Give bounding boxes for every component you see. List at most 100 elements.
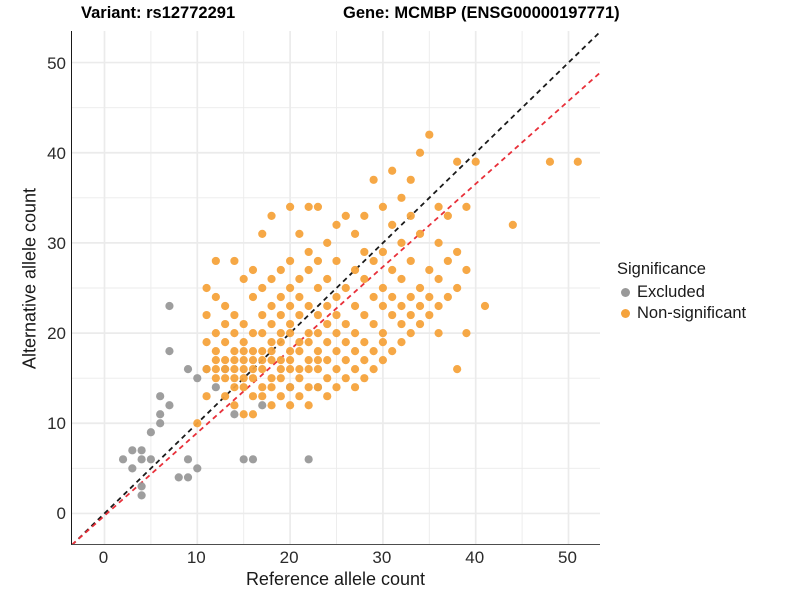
- data-point: [462, 202, 471, 211]
- data-point: [545, 157, 555, 166]
- data-point: [285, 256, 295, 266]
- data-point: [341, 374, 350, 383]
- data-point: [332, 383, 341, 392]
- data-point: [239, 356, 248, 365]
- data-point: [165, 401, 174, 410]
- data-point: [230, 256, 239, 266]
- data-point: [462, 265, 471, 275]
- data-point: [276, 338, 285, 347]
- data-point: [453, 283, 462, 293]
- data-point: [202, 338, 211, 347]
- data-point: [397, 274, 406, 284]
- data-point: [295, 274, 304, 284]
- data-point: [239, 274, 248, 284]
- data-point: [230, 356, 239, 365]
- data-point: [369, 347, 378, 356]
- data-point: [128, 464, 137, 473]
- data-point: [230, 410, 239, 419]
- data-point: [239, 338, 248, 347]
- legend-item-non-significant[interactable]: Non-significant: [617, 303, 797, 324]
- data-point: [285, 383, 295, 392]
- data-point: [258, 347, 267, 356]
- data-point: [248, 265, 258, 275]
- data-point: [221, 365, 230, 374]
- data-point: [378, 356, 388, 365]
- data-point: [378, 301, 388, 311]
- data-point: [267, 319, 276, 329]
- data-point: [453, 247, 462, 257]
- data-point: [360, 338, 369, 347]
- data-point: [304, 202, 313, 211]
- y-tick-label: 0: [56, 504, 66, 524]
- x-tick-label: 0: [98, 548, 109, 567]
- legend-items: Excluded Non-significant: [617, 282, 797, 324]
- data-point: [258, 401, 267, 410]
- legend-item-excluded[interactable]: Excluded: [617, 282, 797, 303]
- plot-panel: [71, 31, 600, 545]
- data-point: [304, 247, 313, 257]
- data-point: [248, 292, 258, 302]
- data-point: [369, 175, 378, 184]
- data-point: [350, 383, 360, 392]
- data-point: [230, 365, 239, 374]
- data-point: [295, 392, 304, 401]
- data-point: [211, 292, 220, 302]
- data-point: [295, 310, 304, 320]
- data-point: [267, 356, 276, 365]
- data-point: [128, 446, 137, 455]
- data-point: [397, 238, 406, 248]
- data-point: [313, 365, 323, 374]
- data-point: [295, 365, 304, 374]
- data-point: [267, 374, 276, 383]
- data-point: [285, 365, 295, 374]
- data-point: [211, 347, 220, 356]
- data-point: [406, 175, 415, 184]
- data-point: [221, 319, 230, 329]
- legend-title: Significance: [617, 260, 706, 278]
- data-point: [406, 328, 415, 338]
- data-point: [137, 455, 146, 464]
- data-point: [295, 229, 304, 238]
- data-point: [267, 211, 276, 220]
- data-point: [258, 310, 267, 320]
- data-point: [453, 365, 462, 374]
- data-point: [258, 283, 267, 293]
- data-point: [239, 347, 248, 356]
- y-tick-label: 10: [47, 414, 66, 434]
- data-point: [230, 383, 239, 392]
- data-point: [323, 301, 332, 311]
- data-point: [267, 274, 276, 284]
- data-point: [313, 356, 323, 365]
- data-point: [350, 328, 360, 338]
- data-point: [406, 256, 415, 266]
- data-point: [397, 338, 406, 347]
- data-point: [360, 356, 369, 365]
- data-point: [285, 356, 295, 365]
- y-axis-title: Alternative allele count: [19, 187, 40, 370]
- data-point: [239, 455, 248, 464]
- data-point: [369, 319, 378, 329]
- data-point: [276, 365, 285, 374]
- data-point: [276, 356, 285, 365]
- data-point: [406, 211, 415, 220]
- data-point: [360, 247, 369, 257]
- data-point: [341, 211, 350, 220]
- reference-line-fit: [72, 71, 600, 544]
- data-point: [248, 455, 258, 464]
- data-point: [350, 265, 360, 275]
- data-point: [146, 455, 155, 464]
- y-axis-tick-labels: 0 10 20 30 40 50: [10, 31, 66, 545]
- data-point: [378, 328, 388, 338]
- data-point: [267, 383, 276, 392]
- data-point: [313, 256, 323, 266]
- data-point: [434, 202, 443, 211]
- legend-swatch-icon: [621, 309, 630, 318]
- data-point: [443, 292, 452, 302]
- x-tick-label: 30: [372, 548, 392, 567]
- data-point: [480, 301, 490, 311]
- data-point: [388, 347, 397, 356]
- data-point: [267, 301, 276, 311]
- data-point: [239, 410, 248, 419]
- data-point: [378, 202, 388, 211]
